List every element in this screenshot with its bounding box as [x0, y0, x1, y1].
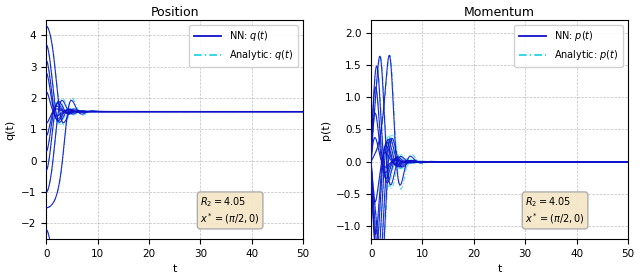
Text: $R_2 = 4.05$
$x^* = (\pi/2, 0)$: $R_2 = 4.05$ $x^* = (\pi/2, 0)$: [200, 195, 260, 226]
Y-axis label: p(t): p(t): [321, 119, 331, 139]
Y-axis label: q(t): q(t): [6, 119, 15, 139]
Legend: NN: $p(t)$, Analytic: $p(t)$: NN: $p(t)$, Analytic: $p(t)$: [514, 25, 623, 67]
X-axis label: t: t: [172, 264, 177, 274]
Legend: NN: $q(t)$, Analytic: $q(t)$: NN: $q(t)$, Analytic: $q(t)$: [189, 25, 298, 67]
Title: Momentum: Momentum: [464, 6, 535, 18]
Text: $R_2 = 4.05$
$x^* = (\pi/2, 0)$: $R_2 = 4.05$ $x^* = (\pi/2, 0)$: [525, 195, 585, 226]
X-axis label: t: t: [497, 264, 502, 274]
Title: Position: Position: [150, 6, 199, 18]
